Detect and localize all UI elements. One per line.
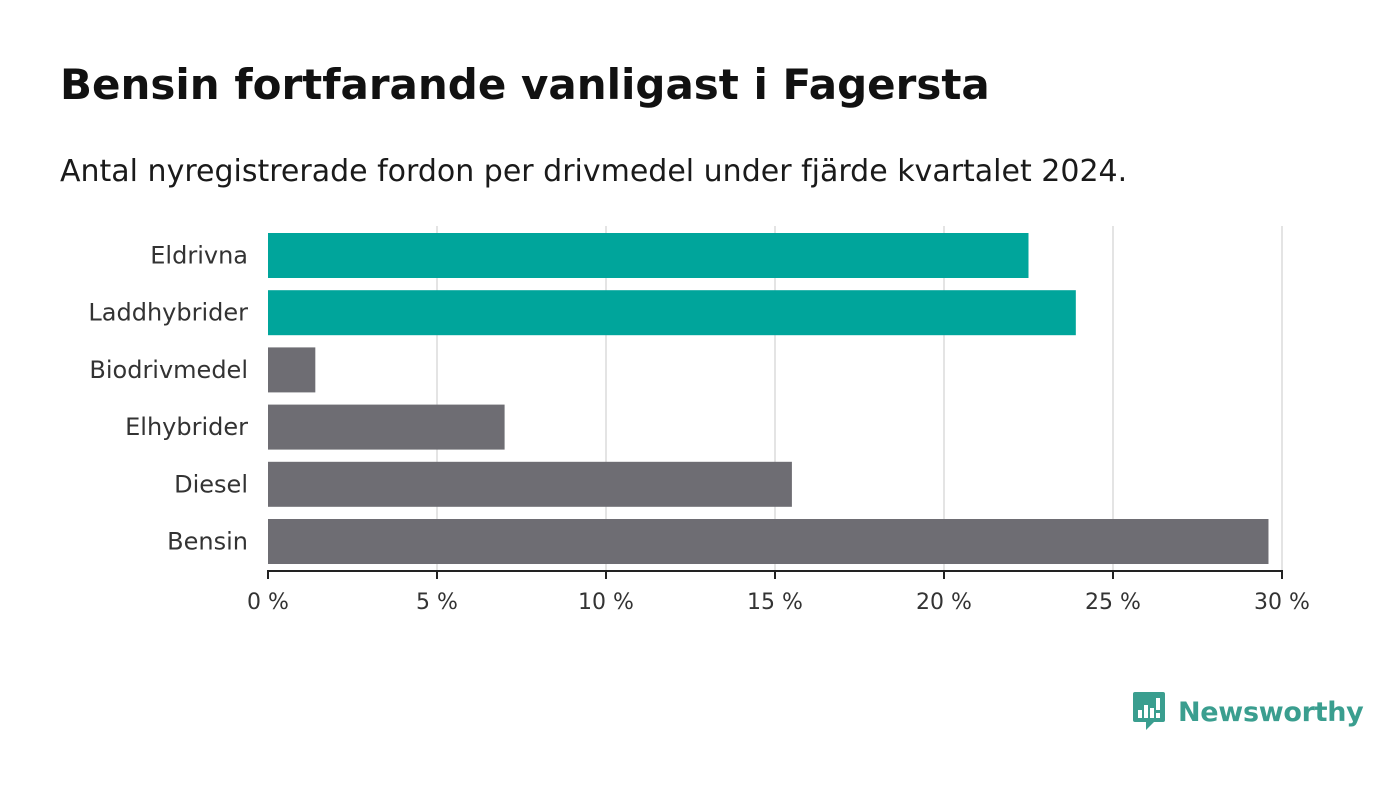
category-label: Laddhybrider bbox=[88, 299, 248, 327]
x-tick-label: 25 % bbox=[1085, 590, 1141, 615]
bar-laddhybrider bbox=[268, 290, 1076, 336]
bar-bensin bbox=[268, 519, 1269, 564]
bar-biodrivmedel bbox=[268, 347, 316, 393]
bar-chart: Eldrivna Laddhybrider Biodrivmedel Elhybrid… bbox=[88, 226, 1310, 615]
newsworthy-brand: Newsworthy bbox=[1132, 690, 1364, 734]
newsworthy-logo-icon bbox=[1133, 692, 1165, 730]
x-tick-label: 5 % bbox=[416, 590, 458, 615]
chart-title: Bensin fortfarande vanligast i Fagersta bbox=[60, 60, 990, 109]
category-labels: Eldrivna Laddhybrider Biodrivmedel Elhybrid… bbox=[88, 242, 248, 556]
bars bbox=[268, 233, 1269, 564]
bar-eldrivna bbox=[268, 233, 1029, 278]
bar-elhybrider bbox=[268, 404, 505, 450]
category-label: Diesel bbox=[174, 470, 248, 498]
brand-name: Newsworthy bbox=[1178, 696, 1364, 728]
category-label: Elhybrider bbox=[125, 413, 248, 441]
x-tick-label: 30 % bbox=[1254, 590, 1310, 615]
bar-diesel bbox=[268, 461, 792, 507]
x-tick-label: 15 % bbox=[747, 590, 803, 615]
gridlines bbox=[436, 226, 1283, 570]
category-label: Bensin bbox=[167, 528, 248, 556]
x-tick-label: 0 % bbox=[247, 590, 289, 615]
x-axis: 0 % 5 % 10 % 15 % 20 % 25 % 30 % bbox=[247, 570, 1310, 615]
x-tick-label: 20 % bbox=[916, 590, 972, 615]
category-label: Eldrivna bbox=[150, 242, 248, 270]
category-label: Biodrivmedel bbox=[89, 356, 248, 384]
chart-subtitle: Antal nyregistrerade fordon per drivmede… bbox=[60, 154, 1128, 189]
x-tick-label: 10 % bbox=[578, 590, 634, 615]
